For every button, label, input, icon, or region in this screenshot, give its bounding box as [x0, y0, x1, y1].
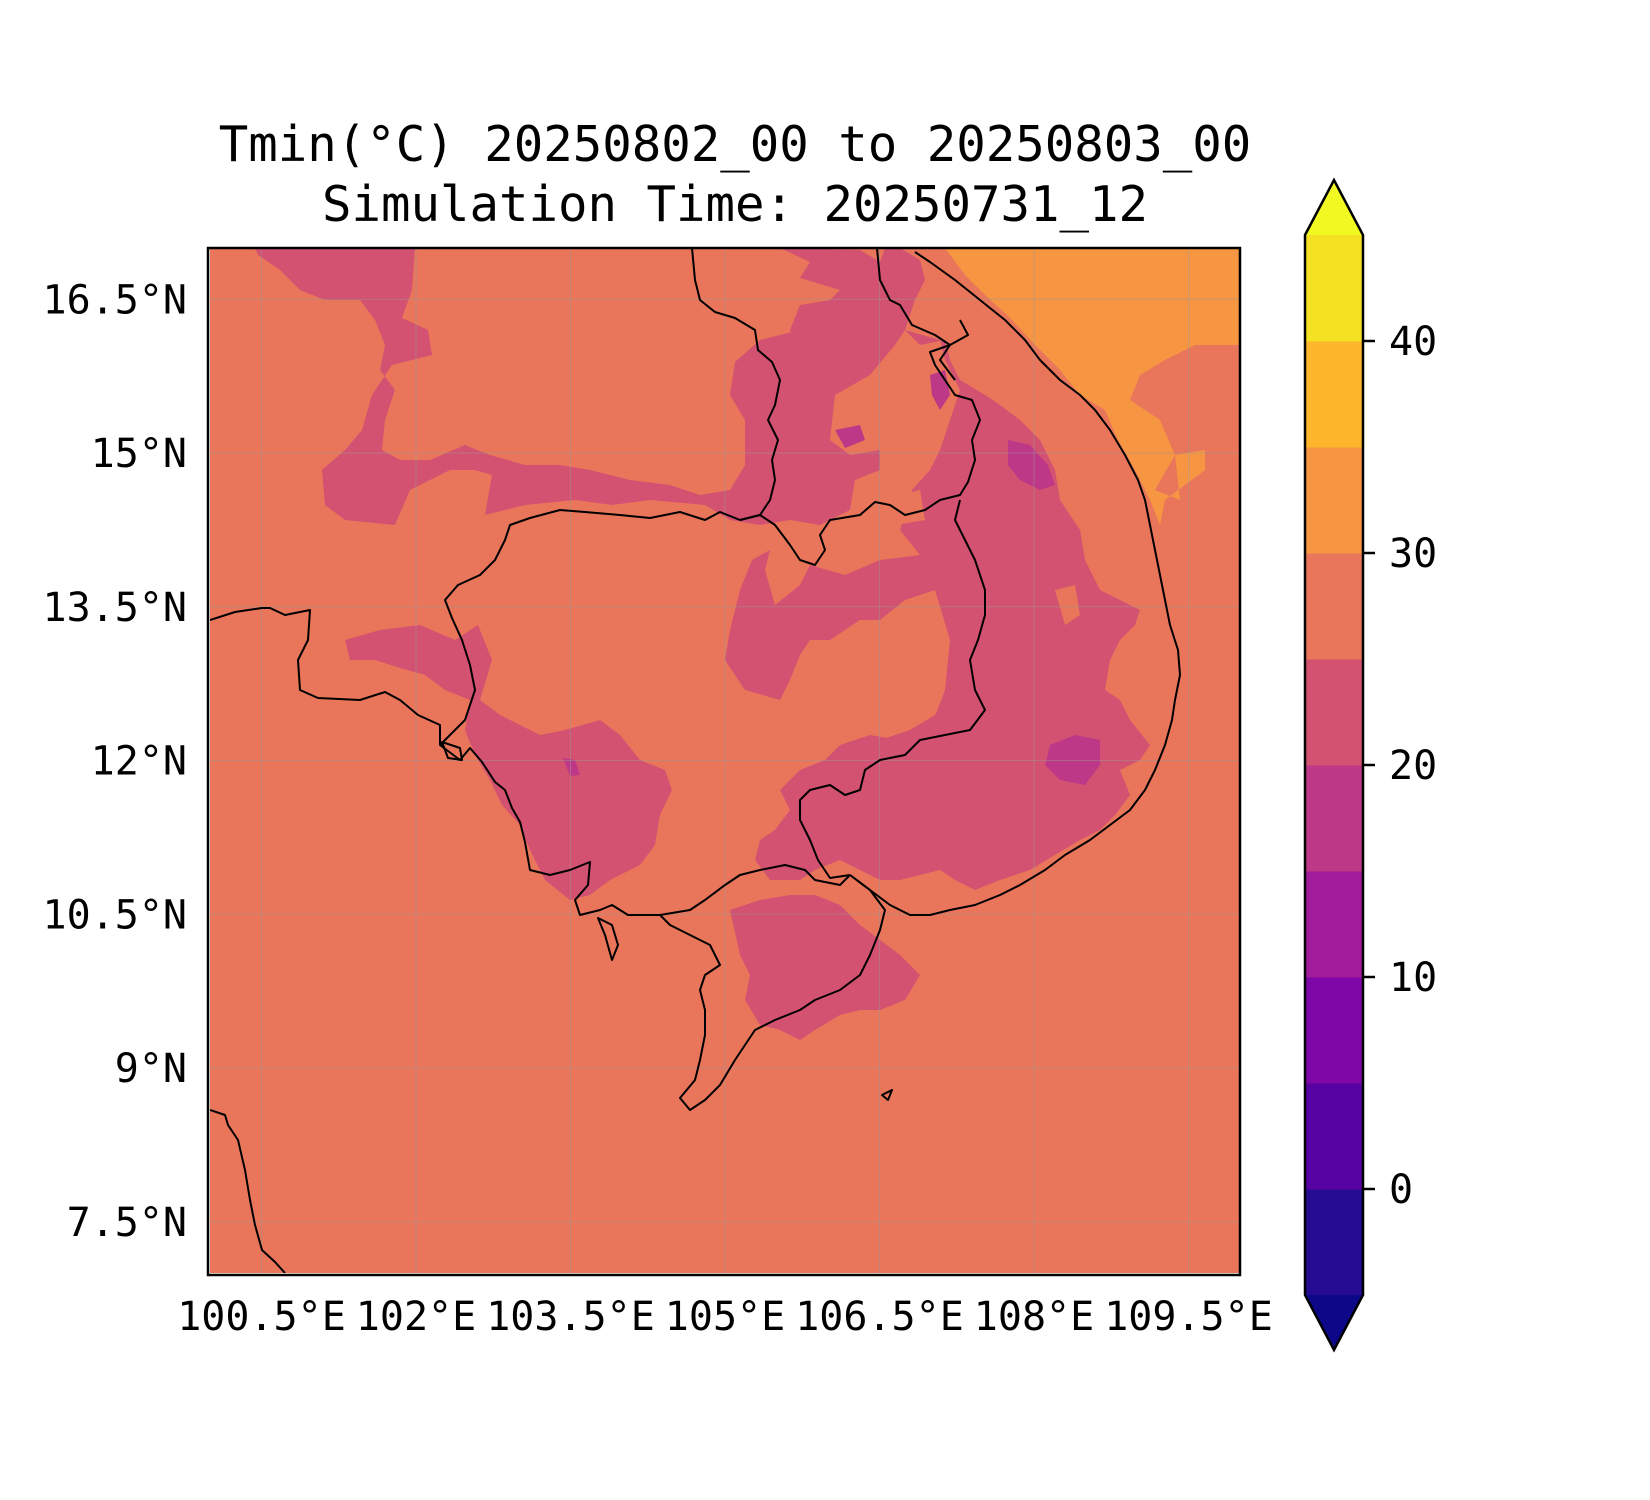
title-line-2: Simulation Time: 20250731_12 [321, 176, 1148, 233]
colorbar-bin [1305, 447, 1363, 554]
colorbar-bin [1305, 871, 1363, 978]
colorbar-bin [1305, 1189, 1363, 1296]
colorbar-tick-label: 10 [1389, 955, 1437, 1001]
coastline-mekong-south [659, 874, 886, 1111]
coastline-malay-peninsula [210, 1109, 286, 1273]
island-koh-kong [441, 741, 463, 761]
colorbar-tick-label: 40 [1389, 319, 1437, 365]
field-patch-25-30-c [1055, 585, 1080, 625]
colorbar-bin [1305, 977, 1363, 1084]
colorbar-bin [1305, 553, 1363, 660]
coastline-gulf-of-thailand [210, 607, 851, 916]
colorbar: 0 10 20 30 40 [1303, 177, 1437, 1353]
field-region-warm-coast [945, 248, 1240, 525]
y-tick-label: 15°N [91, 431, 187, 477]
x-tick-label: 109.5°E [1104, 1294, 1273, 1340]
y-tick-label: 10.5°N [43, 892, 188, 938]
coastlines-borders [210, 248, 1181, 1273]
y-axis-labels: 16.5°N 15°N 13.5°N 12°N 10.5°N 9°N 7.5°N [43, 277, 188, 1246]
field-patch-15-20-b [1045, 735, 1100, 785]
colorbar-extend-max [1305, 180, 1363, 235]
colorbar-tick-label: 0 [1389, 1167, 1413, 1213]
field-region-cardamom [345, 625, 672, 900]
coastline-vietnam-south [849, 251, 1181, 916]
field-patch-15-20-e [563, 758, 580, 776]
x-tick-label: 102°E [356, 1294, 476, 1340]
y-tick-label: 16.5°N [43, 277, 188, 323]
x-tick-label: 100.5°E [177, 1294, 346, 1340]
colorbar-bin [1305, 1083, 1363, 1190]
x-tick-label: 108°E [974, 1294, 1094, 1340]
colorbar-bin [1305, 659, 1363, 766]
x-tick-label: 103.5°E [486, 1294, 655, 1340]
x-axis-labels: 100.5°E 102°E 103.5°E 105°E 106.5°E 108°E 109.… [177, 1294, 1273, 1340]
border-laos-thailand [691, 248, 781, 521]
island-con-dao [881, 1089, 893, 1101]
field-patch-25-30-a [650, 565, 720, 615]
colorbar-outline [1303, 177, 1365, 1353]
border-thailand-cambodia [439, 319, 981, 746]
y-tick-label: 12°N [91, 739, 187, 785]
chart-title: Tmin(°C) 20250802_00 to 20250803_00 Simu… [150, 115, 1320, 235]
y-tick-label: 13.5°N [43, 585, 188, 631]
map-frame [206, 246, 1242, 1277]
temperature-field [210, 248, 1240, 1273]
colorbar-extend-min [1305, 1295, 1363, 1350]
island-phu-quoc [597, 917, 619, 961]
border-laos-vietnam [876, 248, 956, 381]
gridlines [210, 248, 1240, 1273]
field-patch-15-20-c [835, 425, 865, 448]
title-line-1: Tmin(°C) 20250802_00 to 20250803_00 [218, 116, 1252, 173]
colorbar-tick-label: 20 [1389, 743, 1437, 789]
colorbar-bin [1305, 341, 1363, 448]
border-cambodia-vietnam [799, 499, 986, 879]
field-patch-15-20-a [1008, 440, 1055, 490]
colorbar-tick-label: 30 [1389, 531, 1437, 577]
x-tick-label: 105°E [665, 1294, 785, 1340]
field-region-delta [730, 895, 920, 1040]
colorbar-bin [1305, 235, 1363, 342]
field-patch-25-30-b [880, 490, 925, 525]
colorbar-bin [1305, 765, 1363, 872]
y-tick-label: 7.5°N [67, 1200, 187, 1246]
x-tick-label: 106.5°E [795, 1294, 964, 1340]
y-tick-label: 9°N [115, 1046, 187, 1092]
